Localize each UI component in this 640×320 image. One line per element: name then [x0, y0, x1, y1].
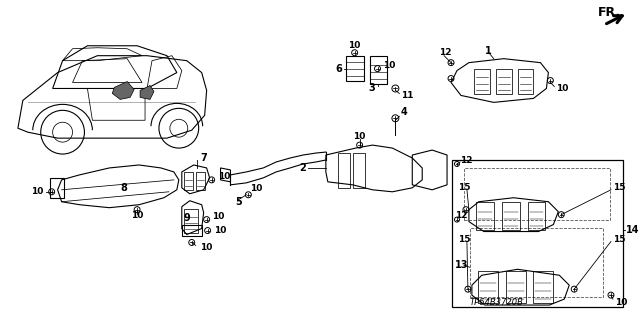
Text: 15: 15: [458, 183, 470, 192]
Polygon shape: [140, 85, 154, 100]
Text: 10: 10: [348, 41, 361, 50]
Bar: [50, 178, 63, 198]
Text: 15: 15: [613, 183, 625, 192]
Bar: [184, 209, 198, 233]
Bar: [518, 68, 534, 94]
Text: TP64B3720B: TP64B3720B: [470, 298, 524, 307]
Text: 10: 10: [353, 132, 366, 141]
Text: 13: 13: [455, 260, 468, 270]
Bar: [464, 168, 610, 220]
Bar: [527, 202, 545, 229]
Bar: [353, 153, 365, 188]
Bar: [496, 68, 511, 94]
Text: 8: 8: [121, 183, 127, 193]
Bar: [196, 172, 205, 190]
Text: 1: 1: [485, 46, 492, 56]
Text: 14: 14: [626, 225, 639, 235]
Bar: [470, 228, 603, 297]
Bar: [506, 271, 525, 303]
Text: 12: 12: [439, 48, 452, 57]
Text: 5: 5: [235, 197, 242, 207]
Bar: [452, 160, 623, 307]
Text: 11: 11: [401, 91, 414, 100]
Text: 10: 10: [556, 84, 569, 93]
Text: 10: 10: [31, 187, 44, 196]
Text: 10: 10: [615, 298, 627, 307]
Text: 12: 12: [460, 156, 472, 164]
Text: 10: 10: [214, 226, 226, 235]
Bar: [474, 68, 490, 94]
Bar: [502, 202, 520, 229]
Text: 15: 15: [613, 235, 625, 244]
Text: 15: 15: [458, 235, 470, 244]
Text: 9: 9: [184, 212, 190, 223]
Text: 2: 2: [300, 163, 306, 173]
Text: 10: 10: [131, 211, 143, 220]
Polygon shape: [112, 82, 134, 100]
Bar: [369, 56, 387, 84]
Text: 6: 6: [335, 64, 342, 74]
Bar: [478, 271, 498, 303]
Text: 12: 12: [455, 211, 467, 220]
Bar: [534, 271, 554, 303]
Text: 10: 10: [200, 243, 212, 252]
Text: 10: 10: [250, 184, 263, 193]
Bar: [346, 56, 364, 81]
Text: FR.: FR.: [598, 6, 621, 20]
Bar: [184, 172, 193, 190]
Bar: [182, 225, 202, 236]
Bar: [476, 202, 493, 229]
Text: 7: 7: [200, 153, 207, 163]
Text: 10: 10: [383, 61, 396, 70]
Bar: [338, 153, 349, 188]
Text: 10: 10: [212, 212, 224, 221]
Text: 4: 4: [401, 107, 407, 117]
Text: 3: 3: [368, 84, 375, 93]
Text: 10: 10: [218, 172, 230, 181]
